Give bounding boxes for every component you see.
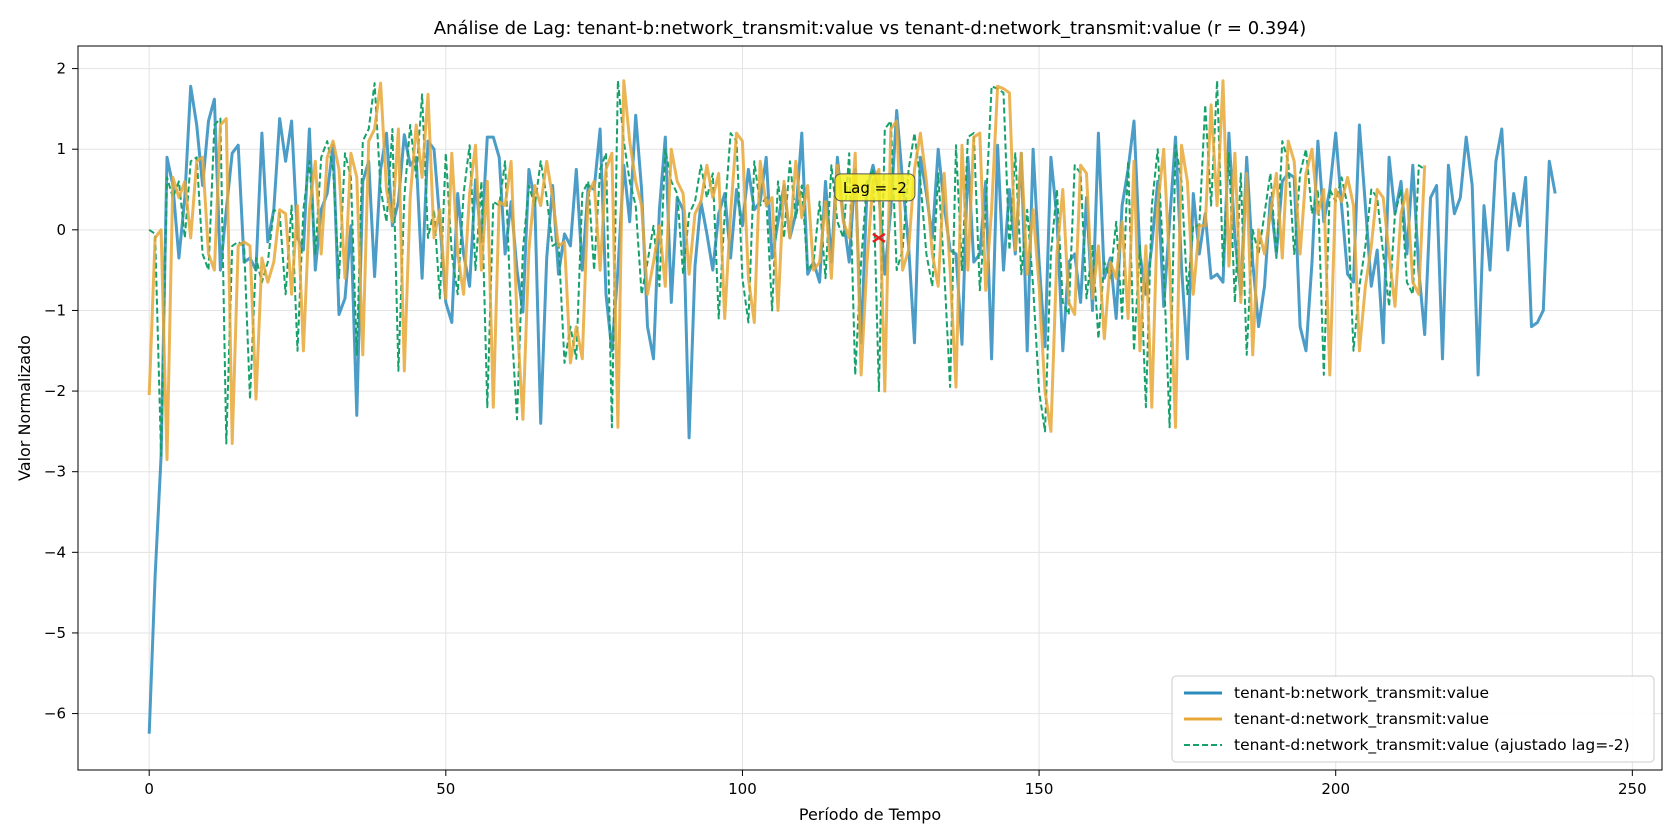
- legend: tenant-b:network_transmit:value tenant-d:…: [1171, 675, 1655, 763]
- y-tick-label: −4: [44, 543, 66, 561]
- y-axis-label: Valor Normalizado: [15, 335, 34, 481]
- x-axis-label: Período de Tempo: [799, 805, 941, 824]
- y-tick-label: 2: [56, 60, 66, 78]
- lag-marker-cross: [872, 232, 886, 243]
- series-line-2: [147, 79, 1427, 462]
- x-tick-label: 150: [1025, 780, 1054, 798]
- y-tick-label: −3: [44, 463, 66, 481]
- x-tick-label: 0: [144, 780, 154, 798]
- y-tick-label: 0: [56, 221, 66, 239]
- legend-label: tenant-d:network_transmit:value (ajustad…: [1234, 736, 1630, 755]
- legend-label: tenant-d:network_transmit:value: [1234, 710, 1489, 729]
- y-tick-label: −5: [44, 624, 66, 642]
- grid-lines: [78, 46, 1662, 770]
- legend-label: tenant-b:network_transmit:value: [1234, 684, 1489, 703]
- series-layer: [147, 79, 1557, 734]
- y-tick-label: −1: [44, 301, 66, 319]
- series-line-3: [148, 79, 1426, 457]
- x-tick-label: 200: [1321, 780, 1350, 798]
- lag-label: Lag = -2: [843, 179, 907, 197]
- lag-label-box: [834, 173, 916, 202]
- y-tick-label: 1: [56, 140, 66, 158]
- plot-frame: [77, 45, 1663, 771]
- y-tick-label: −6: [44, 705, 66, 723]
- y-axis-ticks: −6 −5 −4 −3 −2 −1 0 1 2: [44, 60, 78, 723]
- legend-frame: [1171, 675, 1655, 763]
- lag-annotation: Lag = -2: [834, 173, 916, 243]
- chart-title: Análise de Lag: tenant-b:network_transmi…: [434, 18, 1307, 39]
- y-tick-label: −2: [44, 382, 66, 400]
- x-tick-label: 250: [1618, 780, 1647, 798]
- x-tick-label: 100: [728, 780, 757, 798]
- x-tick-label: 50: [436, 780, 455, 798]
- x-axis-ticks: 0 50 100 150 200 250: [144, 770, 1647, 798]
